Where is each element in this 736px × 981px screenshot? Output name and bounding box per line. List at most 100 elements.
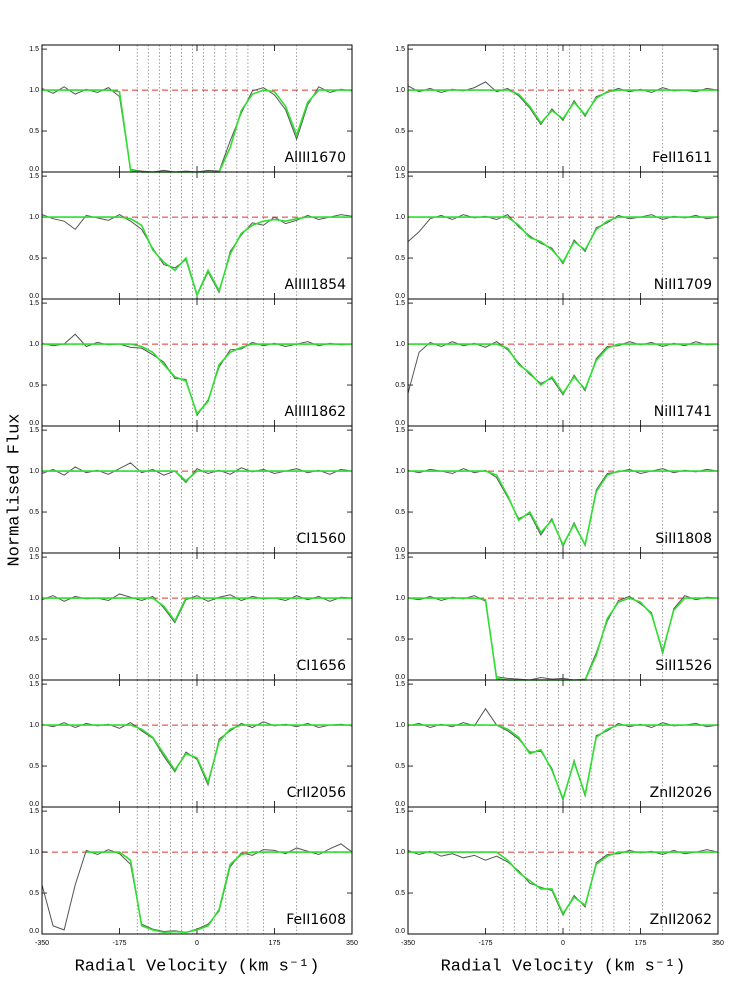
- y-tick-label: 0.5: [29, 128, 39, 135]
- y-tick-label: 1.5: [29, 46, 39, 53]
- y-tick-label: 1.5: [395, 808, 405, 815]
- y-tick-label: 1.0: [395, 595, 405, 602]
- y-tick-label: 1.0: [395, 341, 405, 348]
- model-line: [408, 216, 718, 264]
- y-tick-label: 0.0: [395, 420, 405, 427]
- panel-label: CI1560: [296, 531, 346, 547]
- y-tick-label: 0.0: [29, 928, 39, 935]
- y-tick-label: 0.0: [29, 293, 39, 300]
- data-line: [41, 721, 353, 787]
- y-tick-label: 0.5: [29, 636, 39, 643]
- y-tick-label: 1.5: [395, 300, 405, 307]
- data-line: [407, 849, 719, 917]
- data-line: [41, 462, 353, 484]
- y-tick-label: 1.5: [395, 46, 405, 53]
- y-tick-label: 0.0: [395, 166, 405, 173]
- data-line: [407, 214, 719, 265]
- data-line: [407, 341, 719, 396]
- y-tick-label: 0.0: [29, 166, 39, 173]
- panel-label: FeII1608: [286, 912, 346, 928]
- model-line: [42, 343, 352, 416]
- panel-label: FeII1611: [652, 150, 712, 166]
- y-tick-label: 1.0: [29, 214, 39, 221]
- panel-label: NiII1741: [654, 404, 712, 420]
- model-line: [408, 851, 718, 916]
- panel-frame: [41, 806, 353, 935]
- y-axis-label: Normalised Flux: [5, 413, 24, 566]
- x-tick-label: 175: [269, 940, 281, 947]
- x-tick-label: 0: [195, 940, 199, 947]
- panel-label: AlIII1670: [285, 150, 346, 166]
- y-tick-label: 0.5: [395, 509, 405, 516]
- model-line: [42, 216, 352, 298]
- panel-label: ZnII2062: [650, 912, 712, 928]
- x-axis-label: Radial Velocity (km s⁻¹): [441, 957, 686, 976]
- x-tick-label: 350: [712, 940, 724, 947]
- y-tick-label: 1.0: [29, 341, 39, 348]
- y-tick-label: 0.0: [29, 674, 39, 681]
- y-tick-label: 0.5: [29, 509, 39, 516]
- x-tick-label: -350: [35, 940, 49, 947]
- y-tick-label: 0.0: [29, 547, 39, 554]
- panel-label: NiII1709: [654, 277, 712, 293]
- y-tick-label: 0.5: [29, 890, 39, 897]
- y-tick-label: 1.0: [395, 468, 405, 475]
- x-axis-label: Radial Velocity (km s⁻¹): [75, 957, 320, 976]
- y-tick-label: 1.0: [395, 214, 405, 221]
- y-tick-label: 0.5: [395, 128, 405, 135]
- y-tick-label: 0.0: [395, 928, 405, 935]
- y-tick-label: 0.0: [395, 293, 405, 300]
- y-tick-label: 0.5: [395, 763, 405, 770]
- y-tick-label: 0.5: [395, 382, 405, 389]
- panel-label: AlIII1854: [285, 277, 347, 293]
- x-tick-label: -350: [401, 940, 415, 947]
- y-tick-label: 1.5: [395, 554, 405, 561]
- y-tick-label: 0.5: [29, 763, 39, 770]
- model-line: [408, 89, 718, 125]
- y-tick-label: 1.0: [395, 722, 405, 729]
- y-tick-label: 1.0: [29, 595, 39, 602]
- y-tick-label: 0.0: [29, 801, 39, 808]
- y-tick-label: 1.0: [29, 849, 39, 856]
- y-tick-label: 1.5: [29, 173, 39, 180]
- panel-label: CrII2056: [287, 785, 347, 801]
- model-line: [42, 470, 352, 482]
- model-line: [408, 343, 718, 395]
- y-tick-label: 1.0: [29, 722, 39, 729]
- y-tick-label: 1.5: [29, 554, 39, 561]
- panel-label: AlIII1862: [285, 404, 346, 420]
- y-tick-label: 1.0: [395, 849, 405, 856]
- y-tick-label: 1.0: [29, 468, 39, 475]
- x-tick-label: 350: [346, 940, 358, 947]
- y-tick-label: 1.0: [29, 87, 39, 94]
- model-line: [42, 724, 352, 785]
- panel-frame: [407, 806, 719, 935]
- y-tick-label: 1.5: [29, 808, 39, 815]
- y-tick-label: 1.5: [29, 427, 39, 434]
- y-tick-label: 0.5: [395, 636, 405, 643]
- y-tick-label: 0.5: [29, 255, 39, 262]
- y-tick-label: 1.5: [395, 427, 405, 434]
- panel-label: CI1656: [296, 658, 346, 674]
- x-tick-label: -175: [478, 940, 492, 947]
- y-tick-label: 1.5: [29, 681, 39, 688]
- model-line: [408, 724, 718, 802]
- x-tick-label: 0: [561, 940, 565, 947]
- x-tick-label: -175: [112, 940, 126, 947]
- model-line: [42, 597, 352, 623]
- panel-label: SiII1526: [655, 658, 712, 674]
- panel-label: ZnII2026: [650, 785, 712, 801]
- y-tick-label: 1.5: [395, 681, 405, 688]
- y-tick-label: 1.5: [395, 173, 405, 180]
- y-tick-label: 0.5: [29, 382, 39, 389]
- model-line: [86, 851, 352, 934]
- y-tick-label: 0.0: [395, 801, 405, 808]
- y-tick-label: 0.5: [395, 255, 405, 262]
- panel-label: SiII1808: [655, 531, 712, 547]
- y-tick-label: 1.5: [29, 300, 39, 307]
- y-tick-label: 0.0: [29, 420, 39, 427]
- y-tick-label: 0.0: [395, 547, 405, 554]
- y-tick-label: 1.0: [395, 87, 405, 94]
- y-tick-label: 0.5: [395, 890, 405, 897]
